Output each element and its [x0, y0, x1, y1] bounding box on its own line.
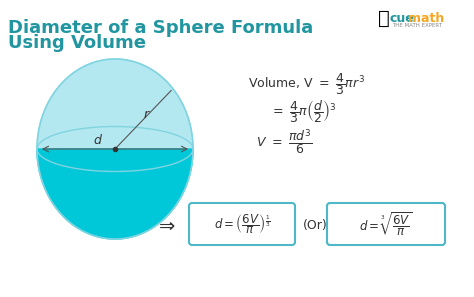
- Text: math: math: [408, 12, 444, 25]
- Text: Volume, V $=\ \dfrac{4}{3}\pi r^3$: Volume, V $=\ \dfrac{4}{3}\pi r^3$: [248, 71, 365, 97]
- Text: $d = \sqrt[3]{\dfrac{6V}{\pi}}$: $d = \sqrt[3]{\dfrac{6V}{\pi}}$: [359, 211, 413, 238]
- Text: $V\ =\ \dfrac{\pi d^3}{6}$: $V\ =\ \dfrac{\pi d^3}{6}$: [256, 127, 312, 157]
- Text: $d = \left(\dfrac{6V}{\pi}\right)^{\frac{1}{3}}$: $d = \left(\dfrac{6V}{\pi}\right)^{\frac…: [214, 212, 270, 236]
- FancyBboxPatch shape: [189, 203, 295, 245]
- Polygon shape: [37, 149, 193, 239]
- Text: (Or): (Or): [303, 219, 328, 231]
- Text: Using Volume: Using Volume: [8, 34, 146, 52]
- Polygon shape: [37, 59, 193, 149]
- Text: $=\ \dfrac{4}{3}\pi \left(\dfrac{d}{2}\right)^3$: $=\ \dfrac{4}{3}\pi \left(\dfrac{d}{2}\r…: [270, 99, 337, 125]
- Text: Diameter of a Sphere Formula: Diameter of a Sphere Formula: [8, 19, 313, 37]
- Text: r: r: [144, 108, 148, 121]
- Text: cue: cue: [390, 12, 415, 25]
- Text: 🚀: 🚀: [378, 9, 390, 28]
- Text: THE MATH EXPERT: THE MATH EXPERT: [392, 23, 442, 28]
- Text: d: d: [93, 135, 101, 148]
- FancyBboxPatch shape: [327, 203, 445, 245]
- Text: $\Rightarrow$: $\Rightarrow$: [155, 216, 176, 235]
